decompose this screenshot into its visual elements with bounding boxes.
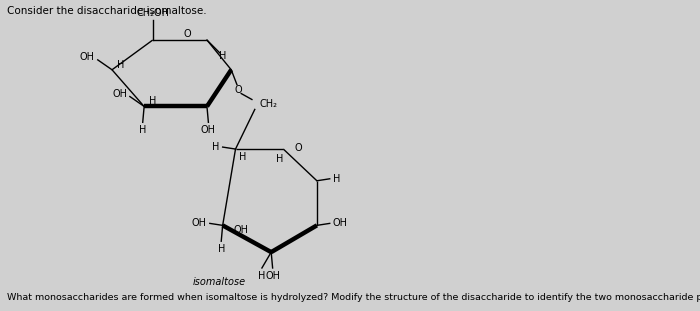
Text: H: H (218, 244, 225, 254)
Text: CH₂OH: CH₂OH (136, 8, 169, 18)
Text: OH: OH (112, 89, 127, 99)
Text: CH₂: CH₂ (259, 100, 277, 109)
Text: H: H (219, 51, 226, 61)
Text: isomaltose: isomaltose (193, 277, 246, 287)
Text: H: H (276, 154, 284, 164)
Text: O: O (183, 29, 191, 39)
Text: H: H (139, 125, 146, 135)
Text: OH: OH (201, 125, 216, 135)
Text: OH: OH (265, 271, 280, 281)
Text: What monosaccharides are formed when isomaltose is hydrolyzed? Modify the struct: What monosaccharides are formed when iso… (7, 293, 700, 302)
Text: OH: OH (233, 225, 248, 235)
Text: H: H (332, 174, 340, 184)
Text: O: O (294, 143, 302, 153)
Text: H: H (212, 142, 220, 152)
Text: H: H (117, 60, 125, 70)
Text: H: H (149, 96, 156, 106)
Text: OH: OH (192, 218, 207, 228)
Text: OH: OH (332, 218, 348, 228)
Text: H: H (239, 152, 246, 162)
Text: Consider the disaccharide isomaltose.: Consider the disaccharide isomaltose. (7, 6, 206, 16)
Text: O: O (234, 85, 242, 95)
Text: H: H (258, 271, 265, 281)
Text: OH: OH (80, 52, 95, 62)
